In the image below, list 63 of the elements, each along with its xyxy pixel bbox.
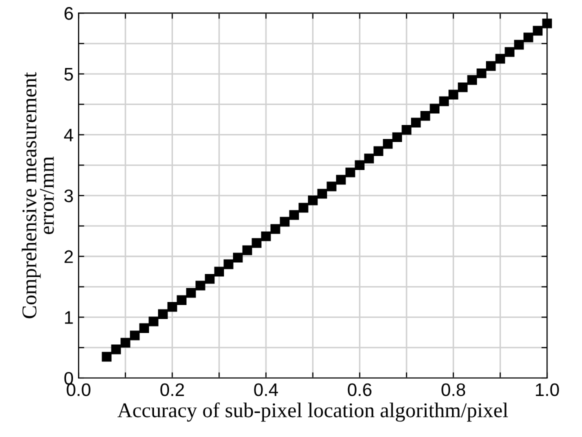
y-tick-label: 3 bbox=[64, 189, 73, 202]
point bbox=[214, 266, 224, 276]
y-tick-label: 6 bbox=[64, 7, 73, 20]
point bbox=[261, 231, 271, 242]
point bbox=[495, 54, 506, 64]
point bbox=[317, 188, 328, 199]
point bbox=[354, 160, 365, 170]
x-axis-title: Accuracy of sub-pixel location algorithm/pixel bbox=[117, 402, 508, 422]
point bbox=[326, 182, 336, 192]
point bbox=[242, 245, 252, 256]
x-tick-label: 0.8 bbox=[442, 383, 466, 396]
point bbox=[167, 302, 178, 312]
point bbox=[196, 280, 206, 290]
y-tick-label: 0 bbox=[64, 372, 74, 385]
point bbox=[139, 323, 150, 333]
point bbox=[252, 238, 262, 248]
point bbox=[458, 82, 468, 92]
point bbox=[542, 18, 552, 28]
point bbox=[392, 132, 402, 142]
x-tick-label: 0.6 bbox=[348, 383, 372, 396]
point bbox=[130, 330, 140, 340]
point bbox=[176, 295, 187, 306]
point bbox=[486, 61, 496, 71]
point bbox=[364, 154, 374, 164]
point bbox=[204, 274, 215, 284]
point bbox=[402, 125, 412, 135]
point bbox=[336, 174, 346, 185]
y-axis-title: Comprehensive measurement error/mm bbox=[22, 72, 54, 318]
point bbox=[280, 216, 290, 227]
point bbox=[476, 68, 486, 78]
point bbox=[467, 75, 477, 85]
point bbox=[382, 139, 393, 149]
point bbox=[102, 352, 112, 362]
point bbox=[514, 40, 524, 50]
point bbox=[120, 338, 130, 348]
point bbox=[158, 309, 168, 320]
point bbox=[504, 47, 514, 57]
y-tick-label: 2 bbox=[64, 250, 73, 263]
x-tick-label: 0.2 bbox=[160, 383, 184, 396]
point bbox=[308, 196, 318, 206]
point bbox=[532, 26, 543, 36]
y-tick-label: 1 bbox=[65, 311, 73, 324]
y-tick-label: 5 bbox=[64, 68, 73, 81]
point bbox=[270, 224, 280, 234]
point bbox=[233, 252, 243, 262]
point bbox=[411, 118, 421, 128]
y-tick-label: 4 bbox=[64, 128, 74, 142]
point bbox=[298, 202, 308, 213]
point bbox=[523, 32, 534, 42]
point bbox=[111, 344, 121, 354]
x-tick-label: 0.4 bbox=[254, 383, 278, 396]
point bbox=[186, 288, 196, 298]
point bbox=[289, 210, 299, 220]
point bbox=[430, 104, 440, 114]
point bbox=[224, 259, 234, 270]
point bbox=[439, 96, 449, 106]
x-tick-label: 0.0 bbox=[66, 383, 90, 396]
point bbox=[374, 146, 384, 156]
x-tick-label: 1.0 bbox=[536, 383, 559, 396]
point bbox=[448, 90, 458, 100]
point bbox=[148, 316, 158, 326]
point bbox=[420, 111, 430, 121]
point bbox=[345, 168, 356, 178]
